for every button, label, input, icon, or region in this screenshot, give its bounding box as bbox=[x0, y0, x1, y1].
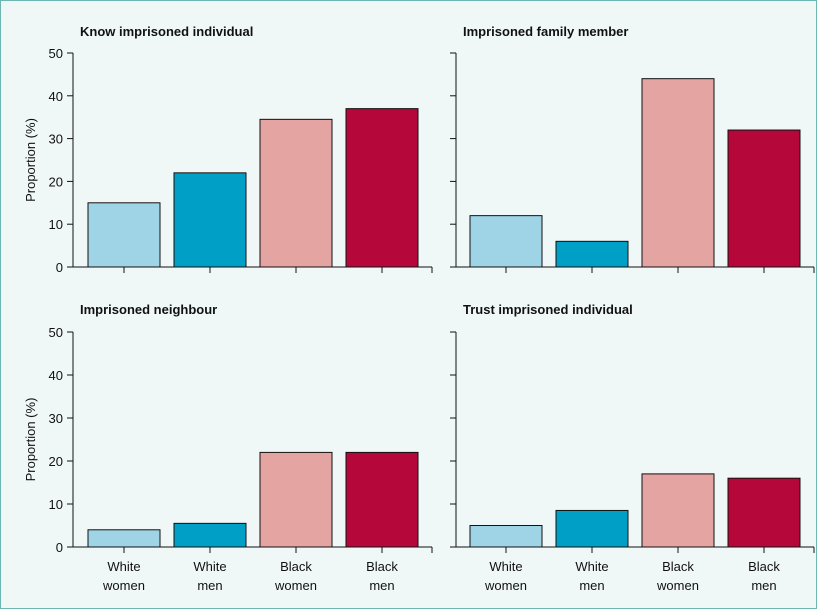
y-axis-label: Proportion (%) bbox=[23, 398, 38, 482]
bar bbox=[469, 215, 543, 268]
x-tick-label: White bbox=[107, 559, 140, 574]
panel-title: Imprisoned family member bbox=[463, 24, 628, 39]
x-tick-label: White bbox=[193, 559, 226, 574]
x-tick-label: men bbox=[197, 578, 222, 593]
y-tick-label: 20 bbox=[49, 454, 63, 469]
bar bbox=[87, 202, 161, 268]
bar bbox=[87, 529, 161, 548]
bar bbox=[727, 477, 801, 548]
x-tick-label: women bbox=[484, 578, 527, 593]
y-tick-label: 0 bbox=[56, 260, 63, 275]
bar bbox=[259, 451, 333, 548]
bar bbox=[345, 108, 419, 268]
bar bbox=[641, 78, 715, 268]
x-tick-label: Black bbox=[366, 559, 398, 574]
y-tick-label: 10 bbox=[49, 217, 63, 232]
panel-title: Know imprisoned individual bbox=[80, 24, 253, 39]
y-tick-label: 50 bbox=[49, 46, 63, 61]
x-tick-label: White bbox=[575, 559, 608, 574]
x-tick-label: women bbox=[102, 578, 145, 593]
y-tick-label: 30 bbox=[49, 132, 63, 147]
bar bbox=[173, 172, 247, 268]
bar bbox=[259, 118, 333, 268]
x-tick-label: women bbox=[274, 578, 317, 593]
x-tick-label: women bbox=[656, 578, 699, 593]
y-tick-label: 40 bbox=[49, 368, 63, 383]
x-tick-label: men bbox=[369, 578, 394, 593]
x-tick-label: men bbox=[751, 578, 776, 593]
y-tick-label: 10 bbox=[49, 497, 63, 512]
panel-title: Trust imprisoned individual bbox=[463, 302, 633, 317]
y-tick-label: 20 bbox=[49, 174, 63, 189]
bar bbox=[641, 473, 715, 548]
y-tick-label: 50 bbox=[49, 325, 63, 340]
bar bbox=[173, 522, 247, 548]
y-tick-label: 40 bbox=[49, 89, 63, 104]
bar bbox=[469, 525, 543, 548]
x-tick-label: Black bbox=[748, 559, 780, 574]
bar bbox=[727, 129, 801, 268]
bar bbox=[555, 240, 629, 268]
x-tick-label: Black bbox=[280, 559, 312, 574]
y-axis-label: Proportion (%) bbox=[23, 118, 38, 202]
y-tick-label: 30 bbox=[49, 411, 63, 426]
x-tick-label: Black bbox=[662, 559, 694, 574]
bar bbox=[345, 451, 419, 548]
x-tick-label: men bbox=[579, 578, 604, 593]
bar bbox=[555, 509, 629, 548]
panel-title: Imprisoned neighbour bbox=[80, 302, 217, 317]
x-tick-label: White bbox=[489, 559, 522, 574]
y-tick-label: 0 bbox=[56, 540, 63, 555]
